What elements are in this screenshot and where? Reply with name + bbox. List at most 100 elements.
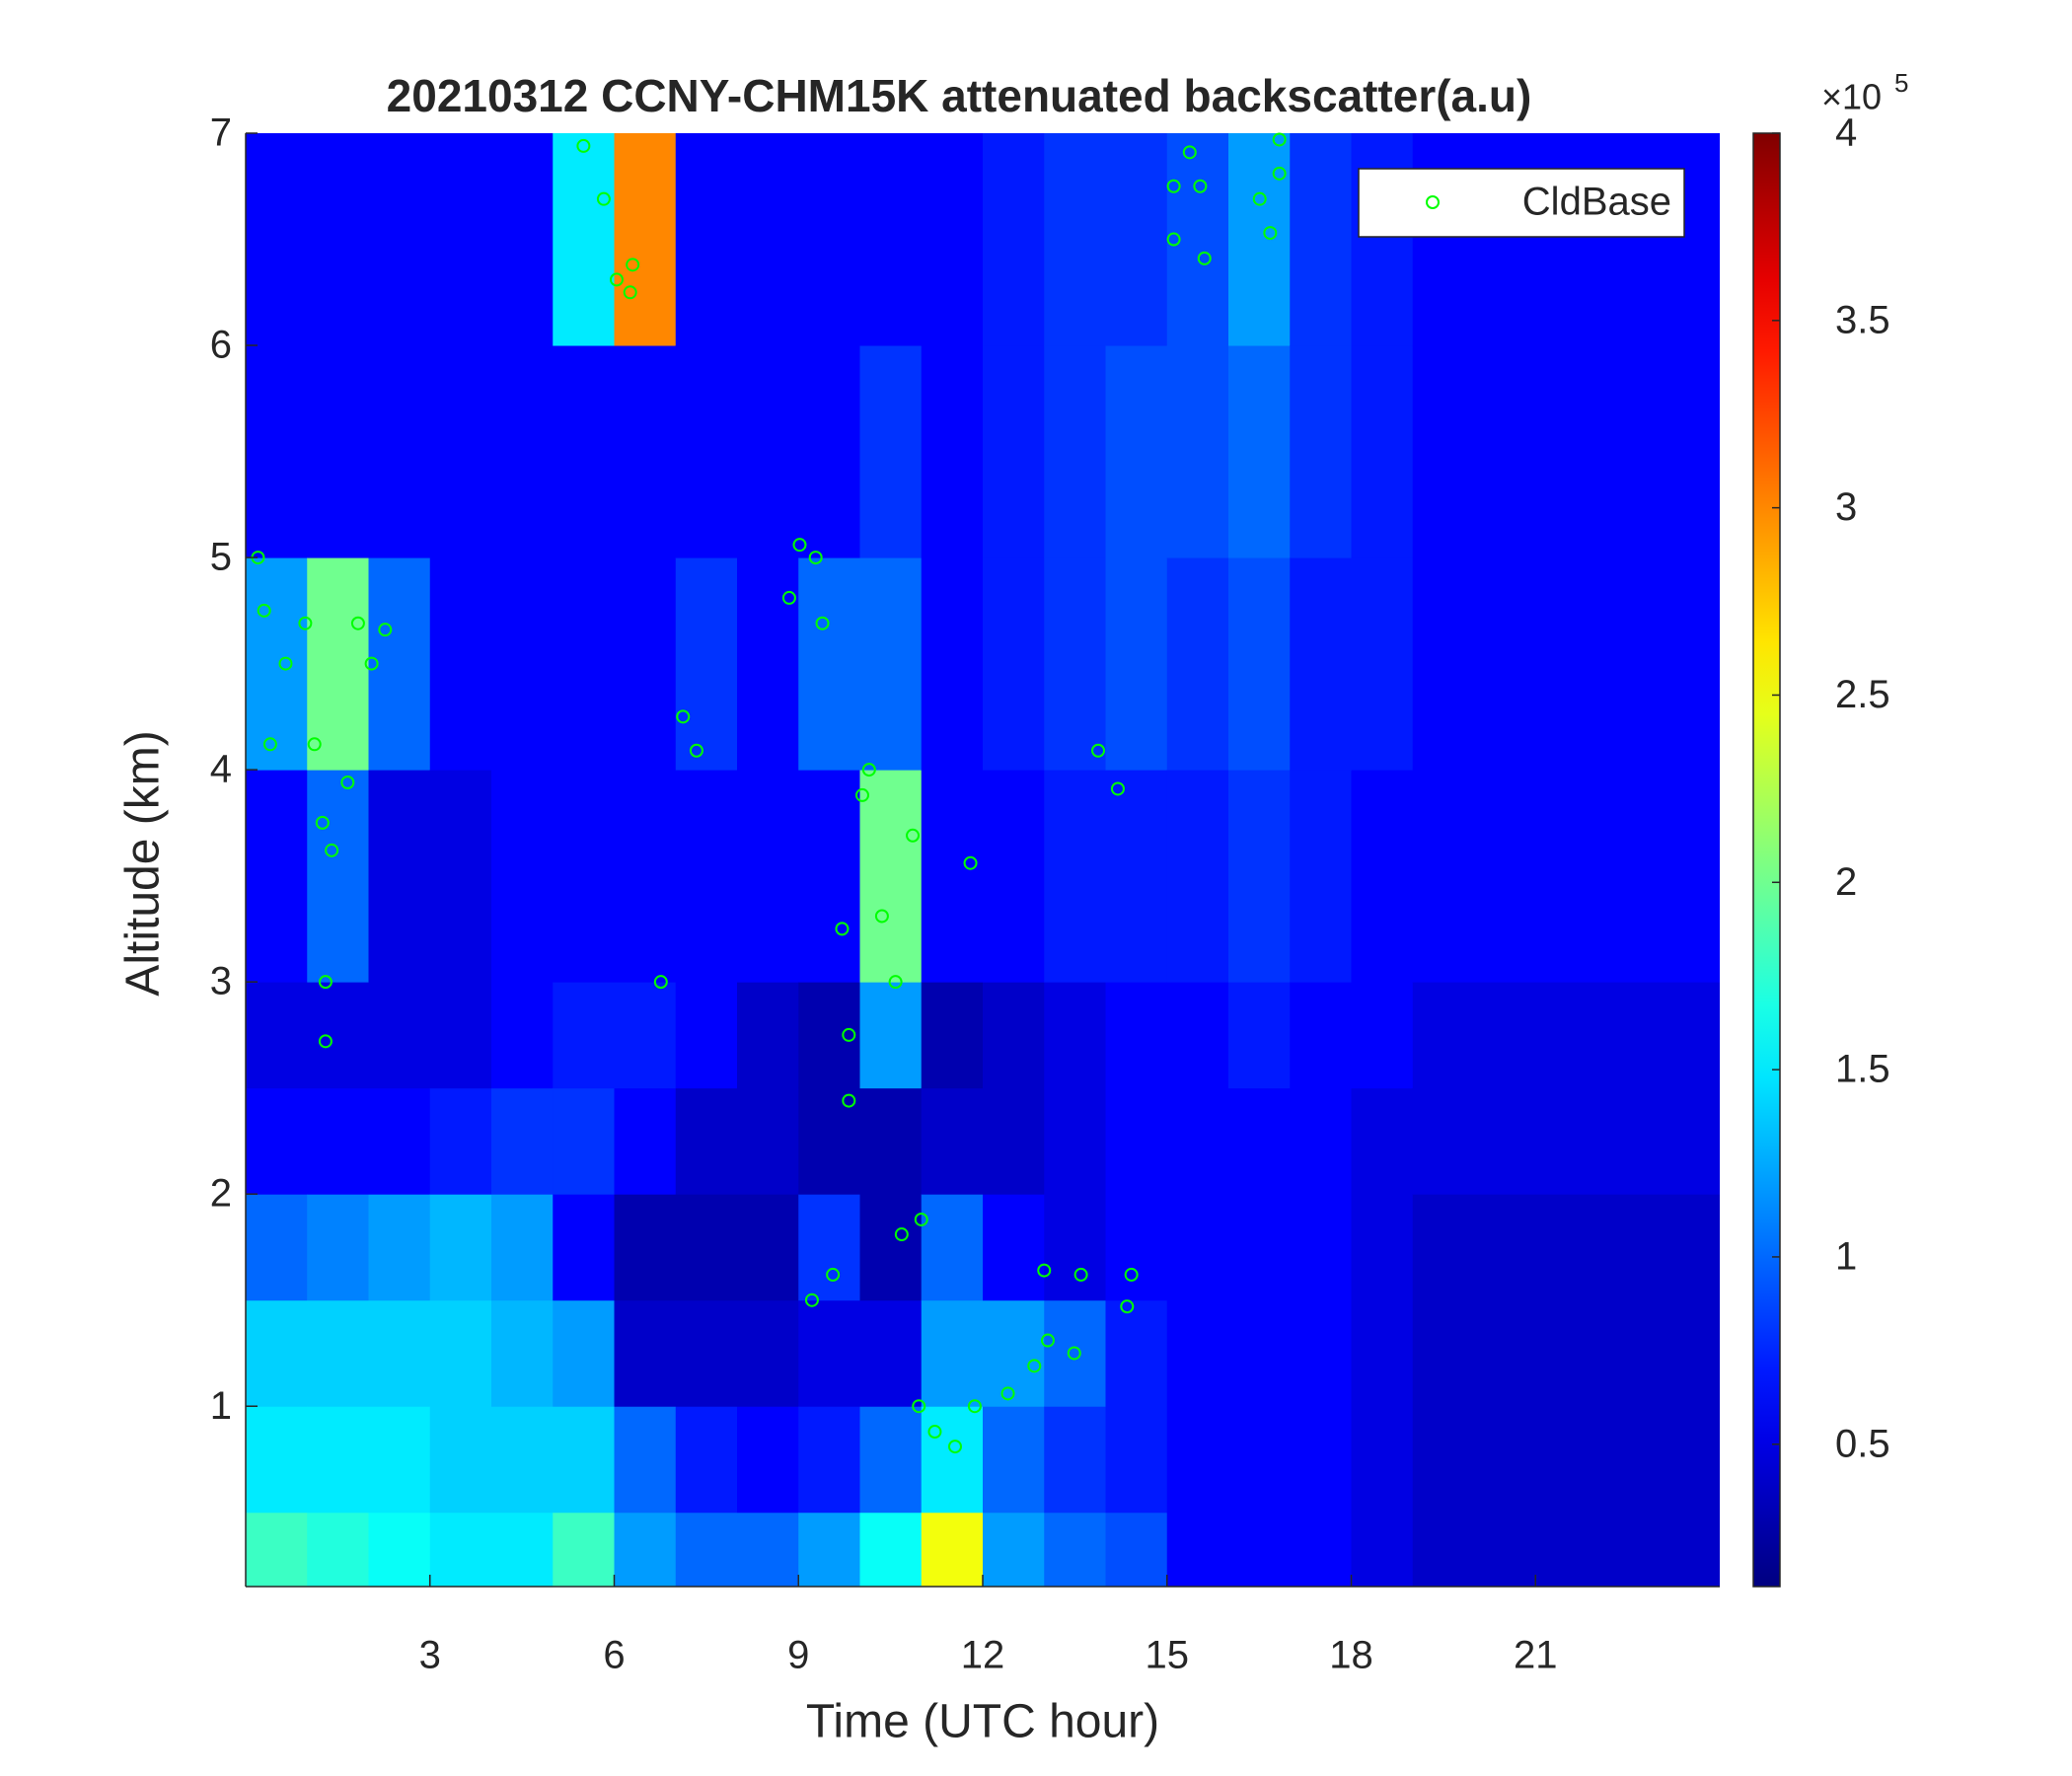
y-axis-label: Altitude (km) — [117, 730, 170, 996]
heatmap-cell — [368, 770, 431, 983]
cloud-base-point — [307, 737, 322, 752]
heatmap-cell — [1228, 1087, 1291, 1195]
cloud-base-point — [1037, 1263, 1052, 1278]
heatmap-cell — [246, 770, 308, 983]
heatmap-cell — [1596, 1087, 1660, 1195]
heatmap-cell — [553, 557, 615, 771]
heatmap-cell — [1474, 1299, 1536, 1407]
heatmap-cell — [798, 1512, 860, 1587]
cloud-base-point — [815, 616, 830, 630]
heatmap-cell — [1228, 1194, 1291, 1301]
y-tick-label: 3 — [210, 960, 232, 1003]
heatmap-cell — [491, 982, 554, 1089]
heatmap-cell — [983, 1087, 1045, 1195]
x-tick-label: 21 — [1514, 1634, 1558, 1677]
cloud-base-point — [609, 272, 624, 287]
cloud-base-point — [1124, 1267, 1139, 1282]
x-tick-label: 3 — [419, 1634, 441, 1677]
heatmap-cell — [859, 1512, 923, 1587]
heatmap-cell — [1474, 770, 1536, 983]
heatmap-cell — [1351, 133, 1414, 346]
heatmap-cell — [1474, 982, 1536, 1089]
cloud-base-point — [325, 843, 339, 857]
heatmap-cell — [1290, 133, 1352, 346]
cloud-base-point — [1073, 1267, 1088, 1282]
heatmap-cell — [1166, 1194, 1229, 1301]
heatmap-cell — [614, 133, 677, 346]
heatmap-cell — [1658, 133, 1720, 346]
heatmap-cell — [1658, 1406, 1720, 1514]
heatmap-cell — [1474, 1406, 1536, 1514]
heatmap-cell — [429, 1406, 492, 1514]
heatmap-cell — [614, 1406, 677, 1514]
heatmap-cell — [675, 770, 738, 983]
heatmap-cell — [1044, 1299, 1106, 1407]
heatmap-cell — [1535, 557, 1597, 771]
cloud-base-point — [835, 922, 850, 936]
cloud-base-point — [378, 623, 393, 637]
cloud-base-point — [947, 1440, 962, 1454]
heatmap-cell — [921, 1299, 984, 1407]
heatmap-cell — [798, 1194, 860, 1301]
heatmap-cell — [491, 1299, 554, 1407]
legend-box — [1358, 168, 1685, 238]
heatmap-cell — [1105, 1194, 1168, 1301]
heatmap-cell — [983, 1194, 1045, 1301]
heatmap-cell — [1596, 1512, 1660, 1587]
cloud-base-point — [1067, 1346, 1081, 1361]
heatmap-cell — [1290, 557, 1352, 771]
heatmap-cell — [798, 133, 860, 346]
heatmap-cell — [1105, 1512, 1168, 1587]
colorbar-tick-label: 1.5 — [1835, 1048, 1890, 1091]
cloud-base-point — [906, 828, 921, 843]
cloud-base-point — [826, 1267, 841, 1282]
heatmap-cell — [429, 1087, 492, 1195]
heatmap-cell — [491, 133, 554, 346]
heatmap-cell — [246, 133, 308, 346]
heatmap-cell — [1290, 1087, 1352, 1195]
cloud-base-point — [1166, 179, 1181, 193]
heatmap-cell — [307, 1194, 369, 1301]
heatmap-cell — [614, 982, 677, 1089]
heatmap-cell — [921, 1087, 984, 1195]
cloud-base-point — [1252, 191, 1267, 206]
heatmap-cell — [675, 133, 738, 346]
heatmap-cell — [675, 557, 738, 771]
heatmap-cell — [859, 770, 923, 983]
cloud-base-point — [888, 975, 903, 990]
heatmap-cell — [1290, 770, 1352, 983]
heatmap-cell — [368, 1512, 431, 1587]
heatmap-cell — [1412, 1087, 1475, 1195]
heatmap-cell — [1596, 345, 1660, 558]
heatmap — [246, 133, 1720, 1587]
cloud-base-point — [626, 258, 640, 272]
heatmap-cell — [246, 557, 308, 771]
cloud-base-point — [1182, 145, 1197, 160]
heatmap-cell — [491, 345, 554, 558]
colorbar-tick-label: 3.5 — [1835, 298, 1890, 341]
cloud-base-point — [808, 551, 823, 565]
heatmap-cell — [1228, 133, 1291, 346]
heatmap-cell — [1412, 982, 1475, 1089]
cloud-base-point — [842, 1027, 856, 1042]
cloud-base-point — [1091, 743, 1106, 758]
heatmap-cell — [1044, 1406, 1106, 1514]
heatmap-cell — [553, 1194, 615, 1301]
heatmap-cell — [246, 1512, 308, 1587]
cloud-base-point — [315, 815, 330, 830]
heatmap-cell — [614, 345, 677, 558]
heatmap-cell — [921, 345, 984, 558]
heatmap-cell — [859, 982, 923, 1089]
heatmap-cell — [553, 1512, 615, 1587]
heatmap-cell — [921, 1406, 984, 1514]
heatmap-cell — [368, 133, 431, 346]
y-tick-label: 2 — [210, 1172, 232, 1216]
heatmap-cell — [1474, 557, 1536, 771]
colorbar-tick-label: 3 — [1835, 485, 1857, 529]
heatmap-cell — [1351, 345, 1414, 558]
colorbar-tick-label: 2.5 — [1835, 673, 1890, 716]
heatmap-cell — [1351, 557, 1414, 771]
cloud-base-point — [653, 975, 668, 990]
heatmap-cell — [1412, 345, 1475, 558]
heatmap-cell — [246, 345, 308, 558]
